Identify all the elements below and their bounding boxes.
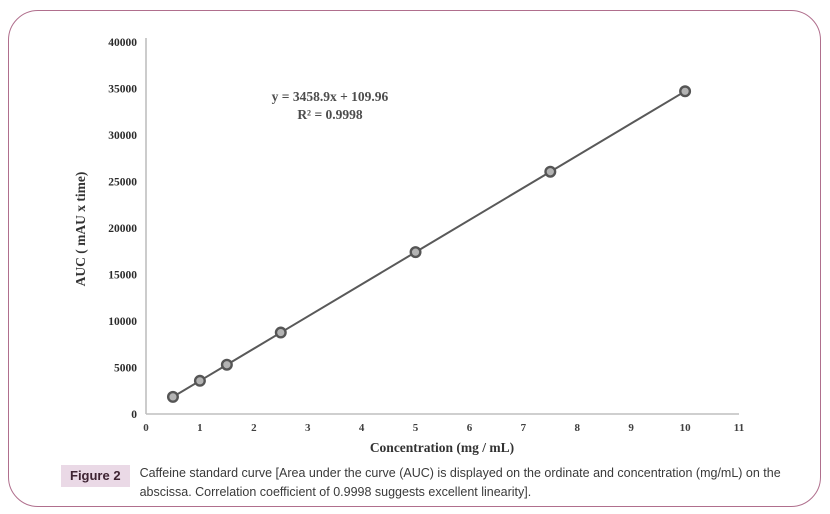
x-tick-label: 1: [197, 422, 203, 434]
x-tick-label: 8: [575, 422, 581, 434]
figure-label-badge: Figure 2: [61, 465, 130, 487]
y-tick-label: 15000: [108, 270, 137, 282]
trend-line: [172, 90, 686, 398]
y-tick-label: 30000: [108, 130, 137, 142]
y-tick-label: 0: [131, 409, 137, 421]
data-point: [274, 326, 287, 339]
x-tick-label: 0: [143, 422, 149, 434]
x-tick-label: 10: [680, 422, 692, 434]
equation-text: y = 3458.9x + 109.96: [272, 89, 389, 104]
x-axis-title: Concentration (mg / mL): [370, 440, 514, 455]
data-point: [679, 85, 692, 98]
data-point: [409, 246, 422, 259]
figure-border: 0 5000 10000 15000 20000 25000 30000 35000 40000…: [8, 10, 821, 507]
x-tick-label: 6: [467, 422, 473, 434]
x-tick-label: 9: [628, 422, 634, 434]
x-tick-label: 5: [413, 422, 419, 434]
y-tick-label: 40000: [108, 37, 137, 49]
figure-caption: Figure 2 Caffeine standard curve [Area u…: [61, 462, 791, 502]
x-tick-label: 2: [251, 422, 257, 434]
data-point: [220, 358, 233, 371]
x-tick-label: 4: [359, 422, 365, 434]
y-tick-label: 5000: [114, 363, 137, 375]
data-point: [193, 374, 206, 387]
figure-caption-text: Caffeine standard curve [Area under the …: [139, 466, 781, 499]
x-tick-label: 7: [521, 422, 527, 434]
data-point: [166, 390, 179, 403]
data-point: [544, 165, 557, 178]
y-tick-label: 35000: [108, 84, 137, 96]
x-tick-label: 11: [734, 422, 744, 434]
y-axis-title: AUC ( mAU x time): [73, 172, 88, 287]
y-tick-label: 20000: [108, 223, 137, 235]
r-squared-text: R² = 0.9998: [297, 107, 363, 122]
y-tick-label: 10000: [108, 316, 137, 328]
x-tick-label: 3: [305, 422, 311, 434]
y-tick-label: 25000: [108, 177, 137, 189]
standard-curve-chart: 0 5000 10000 15000 20000 25000 30000 35000 40000…: [73, 37, 744, 455]
